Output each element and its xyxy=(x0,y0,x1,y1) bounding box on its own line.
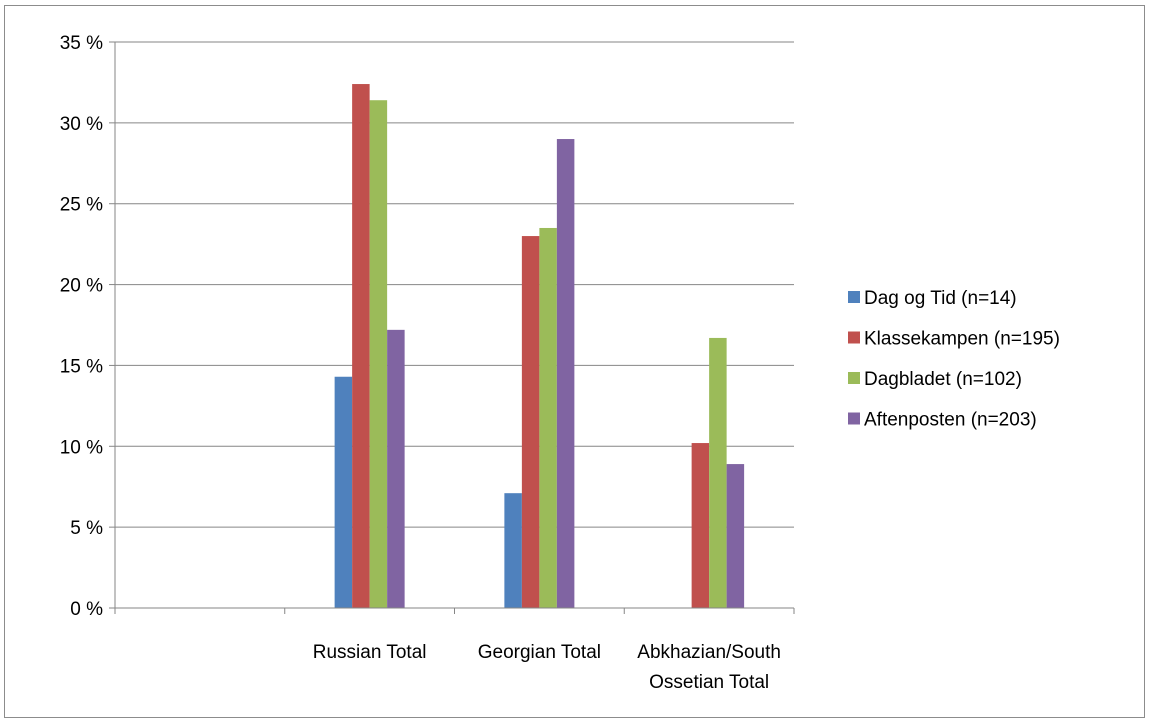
legend-label: Aftenposten (n=203) xyxy=(864,410,1037,431)
legend: Dag og Tid (n=14) Klassekampen (n=195) Dag… xyxy=(848,288,1060,431)
legend-swatch xyxy=(848,372,860,384)
x-category-label: Abkhazian/South xyxy=(637,642,781,663)
legend-swatch xyxy=(848,412,860,425)
bar xyxy=(709,337,727,608)
bar xyxy=(387,329,405,608)
bars xyxy=(334,84,745,609)
x-axis-labels: Russian Total Georgian Total Abkhazian/Sou… xyxy=(313,642,781,693)
gridlines xyxy=(115,41,794,528)
bar xyxy=(556,139,575,608)
x-category-label: Russian Total xyxy=(313,642,427,663)
y-tick-label: 30 % xyxy=(60,114,103,135)
bar xyxy=(352,84,370,608)
y-tick-label: 20 % xyxy=(60,276,103,297)
bar xyxy=(334,376,353,608)
y-tick-label: 0 % xyxy=(70,599,103,620)
legend-label: Dag og Tid (n=14) xyxy=(864,288,1017,309)
bar xyxy=(691,443,710,608)
axes xyxy=(114,42,795,614)
x-category-label: Georgian Total xyxy=(478,642,601,663)
legend-label: Klassekampen (n=195) xyxy=(864,329,1060,350)
y-axis-ticks: 0 % 5 % 10 % 15 % 20 % 25 % 30 % 35 % xyxy=(60,33,115,620)
y-tick-label: 5 % xyxy=(70,518,103,539)
bar xyxy=(369,100,388,609)
y-tick-label: 25 % xyxy=(60,195,103,216)
bar xyxy=(539,227,557,608)
y-tick-label: 15 % xyxy=(60,356,103,377)
bar xyxy=(504,493,522,608)
y-tick-label: 10 % xyxy=(60,437,103,458)
legend-swatch xyxy=(848,291,860,303)
y-tick-label: 35 % xyxy=(60,33,103,54)
x-category-label: Ossetian Total xyxy=(649,672,769,693)
bar xyxy=(726,464,745,608)
legend-label: Dagbladet (n=102) xyxy=(864,369,1022,390)
legend-swatch xyxy=(848,331,860,344)
bar xyxy=(521,236,540,609)
chart-frame xyxy=(4,5,1145,718)
